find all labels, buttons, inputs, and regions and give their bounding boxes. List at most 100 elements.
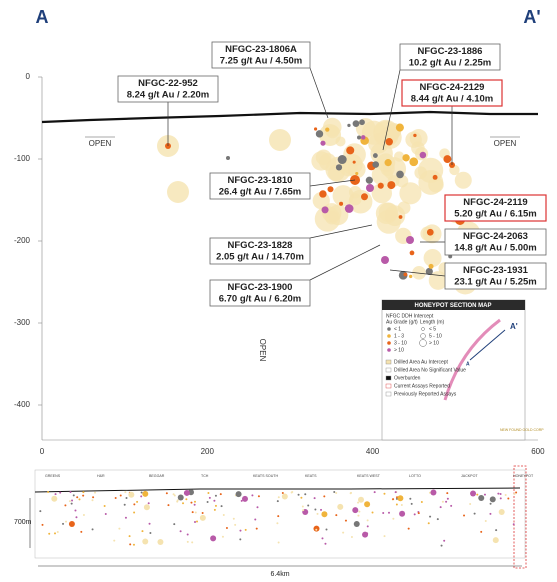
intercept	[201, 512, 204, 515]
intercept	[320, 140, 326, 146]
open-label: OPEN	[494, 139, 517, 148]
intercept	[324, 542, 327, 545]
callout-grade: 8.24 g/t Au / 2.20m	[127, 90, 210, 101]
intercept	[226, 156, 230, 160]
intercept	[194, 521, 197, 524]
halo	[371, 164, 393, 186]
intercept	[484, 519, 487, 522]
intercept	[395, 123, 404, 132]
intercept	[403, 272, 408, 277]
intercept	[222, 514, 225, 517]
callout-grade: 6.70 g/t Au / 6.20m	[219, 294, 302, 305]
intercept	[373, 491, 376, 494]
callout-grade: 26.4 g/t Au / 7.65m	[219, 187, 302, 198]
intercept	[225, 526, 228, 529]
callout-grade: 10.2 g/t Au / 2.25m	[409, 58, 492, 69]
intercept	[41, 523, 44, 526]
zone-label: JACKPOT	[461, 474, 478, 478]
intercept	[342, 531, 345, 534]
intercept	[420, 500, 423, 503]
intercept	[346, 146, 355, 155]
zone-label: GREENS	[45, 474, 61, 478]
callout-grade: 5.20 g/t Au / 6.15m	[454, 209, 537, 220]
intercept	[251, 494, 254, 497]
intercept	[65, 520, 68, 523]
intercept	[337, 503, 344, 510]
intercept	[335, 514, 338, 517]
legend-label: Overburden	[394, 375, 421, 381]
intercept	[489, 496, 496, 503]
halo	[319, 153, 337, 171]
intercept	[190, 501, 193, 504]
x-tick-label: 200	[201, 447, 215, 456]
intercept	[129, 543, 132, 546]
intercept	[400, 503, 403, 506]
intercept	[325, 127, 330, 132]
intercept	[244, 528, 247, 531]
intercept	[59, 491, 62, 494]
intercept	[276, 522, 279, 525]
intercept	[213, 508, 216, 511]
intercept	[397, 495, 404, 502]
intercept	[319, 190, 327, 198]
inset-map-label: A'	[510, 322, 518, 331]
intercept	[177, 494, 184, 501]
intercept	[277, 541, 280, 544]
intercept	[430, 489, 437, 496]
callout-box	[401, 79, 503, 107]
legend-label: < 1	[394, 326, 401, 332]
intercept	[396, 170, 404, 179]
callout-hole: NFGC-23-1900	[228, 282, 293, 293]
intercept	[179, 530, 182, 533]
intercept	[408, 274, 413, 279]
halo	[454, 171, 472, 189]
x-tick-label: 400	[366, 447, 380, 456]
intercept	[394, 491, 397, 494]
intercept	[257, 495, 260, 498]
intercept	[70, 502, 73, 505]
intercept	[313, 497, 316, 500]
intercept	[182, 502, 185, 505]
intercept	[352, 507, 359, 514]
intercept	[239, 538, 242, 541]
intercepts	[157, 117, 481, 295]
intercept	[191, 541, 194, 544]
intercept	[210, 535, 217, 542]
intercept	[234, 523, 237, 526]
intercept	[372, 153, 378, 158]
intercept	[128, 535, 131, 538]
callout-pointer	[309, 244, 381, 281]
intercept	[80, 530, 83, 533]
intercept	[357, 135, 362, 140]
intercept	[214, 504, 217, 507]
intercept	[239, 529, 242, 532]
callout-box	[444, 262, 547, 290]
halo	[371, 182, 393, 204]
intercept	[441, 500, 444, 503]
intercept	[440, 544, 443, 547]
intercept	[361, 193, 368, 201]
callout-hole: NFGC-24-2129	[420, 82, 485, 93]
intercept	[47, 491, 50, 494]
intercept	[385, 138, 393, 146]
y-tick-label: -200	[14, 236, 31, 245]
legend-swatch	[387, 334, 391, 338]
y-tick-label: -300	[14, 318, 31, 327]
intercept	[300, 496, 303, 499]
callout-pointer	[382, 69, 401, 151]
zone-label: H&R	[97, 474, 105, 478]
intercept	[428, 491, 431, 494]
intercept	[301, 505, 304, 508]
intercept	[489, 502, 492, 505]
intercept	[413, 513, 416, 516]
callout-grade: 23.1 g/t Au / 5.25m	[454, 277, 537, 288]
intercept	[167, 504, 170, 507]
intercept	[417, 512, 420, 515]
y-tick-label: 0	[26, 72, 31, 81]
intercept	[256, 506, 259, 509]
intercept	[75, 516, 78, 519]
intercept	[398, 215, 403, 219]
intercept	[314, 508, 317, 511]
depth-label: 700m	[14, 519, 32, 526]
